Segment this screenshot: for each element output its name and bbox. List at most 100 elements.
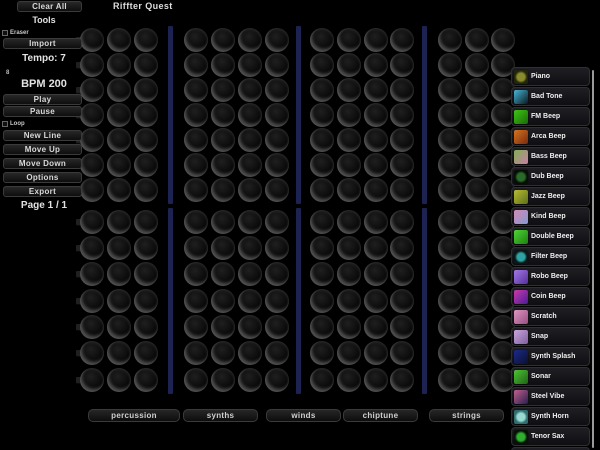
grid-cell[interactable] [310,78,334,102]
grid-cell[interactable] [265,368,289,392]
grid-cell[interactable] [107,153,131,177]
grid-cell[interactable] [265,315,289,339]
grid-cell[interactable] [364,53,388,77]
grid-cell[interactable] [438,78,462,102]
grid-cell[interactable] [265,128,289,152]
grid-cell[interactable] [310,53,334,77]
grid-cell[interactable] [265,262,289,286]
grid-cell[interactable] [134,368,158,392]
grid-cell[interactable] [80,78,104,102]
instrument-scrollbar[interactable] [592,70,594,448]
grid-cell[interactable] [238,210,262,234]
grid-cell[interactable] [238,153,262,177]
tab-chiptune[interactable]: chiptune [343,409,418,422]
grid-cell[interactable] [184,210,208,234]
grid-cell[interactable] [107,289,131,313]
grid-cell[interactable] [211,178,235,202]
grid-cell[interactable] [107,262,131,286]
grid-cell[interactable] [238,315,262,339]
grid-cell[interactable] [465,262,489,286]
grid-cell[interactable] [310,103,334,127]
grid-cell[interactable] [465,289,489,313]
tempo-value[interactable]: 8 [6,70,10,76]
grid-cell[interactable] [465,28,489,52]
grid-cell[interactable] [337,103,361,127]
grid-cell[interactable] [211,53,235,77]
grid-cell[interactable] [364,78,388,102]
instrument-item-scratch[interactable]: Scratch [511,307,590,326]
grid-cell[interactable] [238,78,262,102]
grid-cell[interactable] [184,315,208,339]
grid-cell[interactable] [337,262,361,286]
grid-cell[interactable] [238,128,262,152]
grid-cell[interactable] [465,153,489,177]
grid-cell[interactable] [238,178,262,202]
grid-cell[interactable] [134,341,158,365]
grid-cell[interactable] [184,78,208,102]
grid-cell[interactable] [211,368,235,392]
grid-cell[interactable] [337,178,361,202]
grid-cell[interactable] [184,289,208,313]
grid-cell[interactable] [238,289,262,313]
grid-cell[interactable] [80,103,104,127]
grid-cell[interactable] [107,368,131,392]
grid-cell[interactable] [107,315,131,339]
grid-cell[interactable] [337,153,361,177]
instrument-item-bad-tone[interactable]: Bad Tone [511,87,590,106]
grid-cell[interactable] [134,153,158,177]
grid-cell[interactable] [364,28,388,52]
grid-cell[interactable] [337,236,361,260]
grid-cell[interactable] [184,341,208,365]
grid-cell[interactable] [184,53,208,77]
grid-cell[interactable] [107,341,131,365]
instrument-item-arca-beep[interactable]: Arca Beep [511,127,590,146]
grid-cell[interactable] [364,341,388,365]
instrument-item-double-beep[interactable]: Double Beep [511,227,590,246]
grid-cell[interactable] [310,289,334,313]
grid-cell[interactable] [310,341,334,365]
instrument-item-kind-beep[interactable]: Kind Beep [511,207,590,226]
grid-cell[interactable] [337,128,361,152]
grid-cell[interactable] [238,236,262,260]
import-button[interactable]: Import [3,38,82,49]
grid-cell[interactable] [107,28,131,52]
grid-cell[interactable] [265,210,289,234]
grid-cell[interactable] [80,236,104,260]
grid-cell[interactable] [184,28,208,52]
grid-cell[interactable] [465,341,489,365]
grid-cell[interactable] [390,236,414,260]
grid-cell[interactable] [211,103,235,127]
grid-cell[interactable] [465,178,489,202]
grid-cell[interactable] [438,153,462,177]
grid-cell[interactable] [364,178,388,202]
grid-cell[interactable] [438,28,462,52]
grid-cell[interactable] [364,289,388,313]
instrument-item-synth-horn[interactable]: Synth Horn [511,407,590,426]
grid-cell[interactable] [80,341,104,365]
grid-cell[interactable] [265,28,289,52]
grid-cell[interactable] [390,78,414,102]
grid-cell[interactable] [80,262,104,286]
grid-cell[interactable] [337,289,361,313]
grid-cell[interactable] [107,236,131,260]
grid-cell[interactable] [364,236,388,260]
grid-cell[interactable] [337,78,361,102]
grid-cell[interactable] [310,28,334,52]
grid-cell[interactable] [265,178,289,202]
instrument-item-steel-vibe[interactable]: Steel Vibe [511,387,590,406]
tab-strings[interactable]: strings [429,409,504,422]
grid-cell[interactable] [390,53,414,77]
grid-cell[interactable] [211,341,235,365]
grid-cell[interactable] [134,236,158,260]
grid-cell[interactable] [310,153,334,177]
grid-cell[interactable] [364,210,388,234]
grid-cell[interactable] [310,236,334,260]
grid-cell[interactable] [134,128,158,152]
clear-all-button[interactable]: Clear All [17,1,82,12]
grid-cell[interactable] [80,128,104,152]
grid-cell[interactable] [438,289,462,313]
grid-cell[interactable] [134,210,158,234]
grid-cell[interactable] [364,103,388,127]
instrument-item-robo-beep[interactable]: Robo Beep [511,267,590,286]
grid-cell[interactable] [390,153,414,177]
